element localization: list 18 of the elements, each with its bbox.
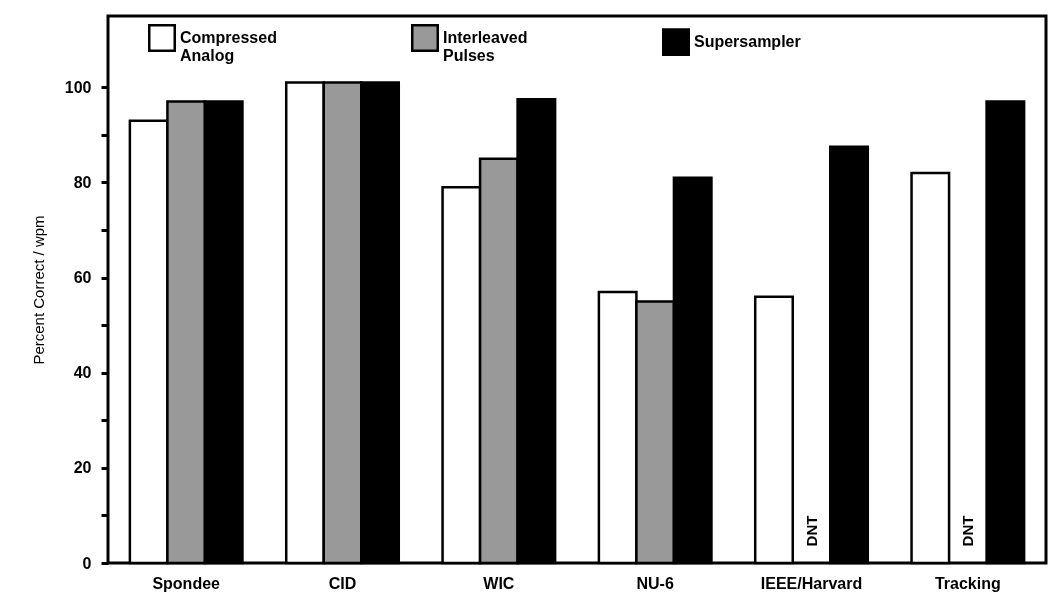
y-tick-label: 40 bbox=[73, 364, 92, 382]
x-tick-label: CID bbox=[328, 574, 357, 592]
x-tick-label: Tracking bbox=[934, 574, 1001, 592]
legend-label: Interleaved Pulses bbox=[443, 29, 528, 64]
x-tick-label: NU-6 bbox=[636, 574, 674, 592]
y-tick-label: 80 bbox=[73, 173, 92, 191]
x-tick-label: Spondee bbox=[152, 574, 221, 592]
annotation: DNT bbox=[802, 515, 820, 547]
x-tick-label: WIC bbox=[483, 574, 515, 592]
legend-label: Supersampler bbox=[694, 33, 801, 51]
y-tick-label: 20 bbox=[73, 459, 92, 477]
y-tick-label: 0 bbox=[82, 554, 92, 572]
y-tick-label: 60 bbox=[73, 269, 92, 287]
y-axis-title: Percent Correct / wpm bbox=[29, 215, 47, 365]
annotation: DNT bbox=[958, 515, 976, 547]
legend-label: Compressed Analog bbox=[180, 29, 277, 64]
x-tick-label: IEEE/Harvard bbox=[760, 574, 863, 592]
y-tick-label: 100 bbox=[64, 78, 92, 96]
